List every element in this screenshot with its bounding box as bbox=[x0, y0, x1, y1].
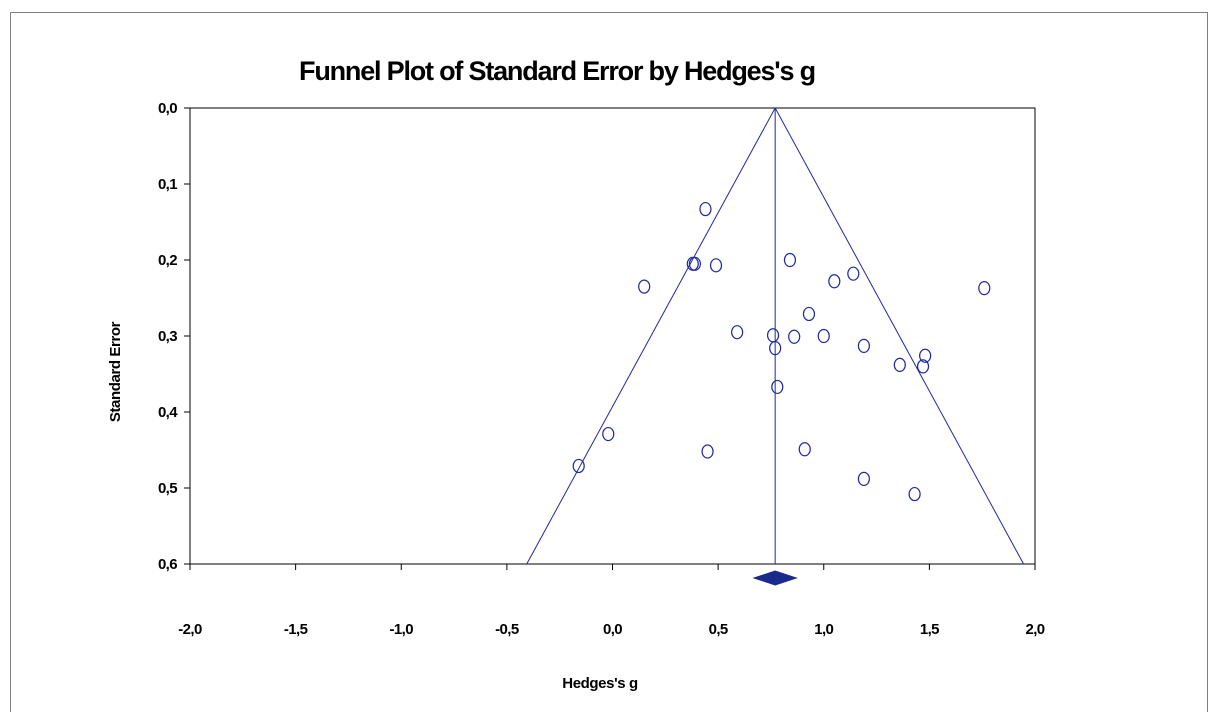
chart-title: Funnel Plot of Standard Error by Hedges'… bbox=[299, 56, 815, 86]
x-tick-label: 2,0 bbox=[1025, 621, 1044, 638]
y-axis-label: Standard Error bbox=[107, 321, 124, 422]
data-point bbox=[699, 201, 712, 217]
x-tick-label: 0,5 bbox=[709, 621, 728, 638]
data-point bbox=[709, 258, 723, 273]
plot-area bbox=[189, 107, 1036, 565]
data-point bbox=[701, 444, 714, 459]
x-tick-label: -1,5 bbox=[284, 621, 308, 638]
data-point bbox=[893, 357, 906, 372]
x-tick-label: 1,5 bbox=[920, 621, 939, 638]
y-axis: 0,0 0,1 0,2 0,3 0,4 0,5 0,6 bbox=[158, 100, 190, 573]
summary-diamond bbox=[752, 570, 798, 586]
data-point bbox=[857, 338, 870, 353]
x-tick-label: -1,0 bbox=[390, 621, 414, 638]
y-tick-label: 0,2 bbox=[158, 252, 177, 269]
y-tick-label: 0,6 bbox=[158, 556, 177, 573]
y-tick-label: 0,1 bbox=[158, 176, 177, 193]
data-point bbox=[847, 266, 860, 281]
data-point bbox=[919, 348, 932, 363]
funnel-left-limit bbox=[526, 107, 776, 565]
data-point bbox=[572, 458, 585, 474]
data-point bbox=[688, 256, 701, 271]
data-point bbox=[978, 281, 991, 296]
data-point bbox=[638, 279, 651, 294]
data-point bbox=[731, 325, 744, 340]
x-tick-label: 0,0 bbox=[603, 621, 622, 638]
data-point bbox=[798, 442, 811, 457]
data-points bbox=[572, 201, 991, 502]
data-point bbox=[908, 486, 921, 502]
data-point bbox=[771, 379, 784, 395]
y-tick-label: 0,4 bbox=[158, 404, 178, 421]
x-axis-label: Hedges's g bbox=[562, 675, 638, 692]
y-tick-label: 0,0 bbox=[158, 100, 177, 117]
x-tick-label: 1,0 bbox=[814, 621, 833, 638]
funnel-lines bbox=[526, 107, 1025, 586]
data-point bbox=[783, 252, 797, 268]
x-axis: -2,0 -1,5 -1,0 -0,5 0,0 0,5 1,0 1,5 2,0 bbox=[178, 564, 1045, 638]
funnel-right-limit bbox=[774, 107, 1025, 565]
data-point bbox=[766, 328, 780, 343]
data-point bbox=[828, 274, 841, 289]
x-tick-label: -2,0 bbox=[178, 621, 202, 638]
data-point bbox=[769, 341, 782, 356]
x-tick-label: -0,5 bbox=[495, 621, 519, 638]
data-point bbox=[916, 359, 930, 374]
y-tick-label: 0,3 bbox=[158, 328, 177, 345]
data-point bbox=[602, 426, 615, 442]
data-point bbox=[817, 328, 830, 344]
y-tick-label: 0,5 bbox=[158, 480, 177, 497]
data-point bbox=[802, 306, 816, 322]
data-point bbox=[788, 329, 801, 344]
data-point bbox=[857, 471, 870, 486]
chart-frame bbox=[10, 12, 1208, 712]
